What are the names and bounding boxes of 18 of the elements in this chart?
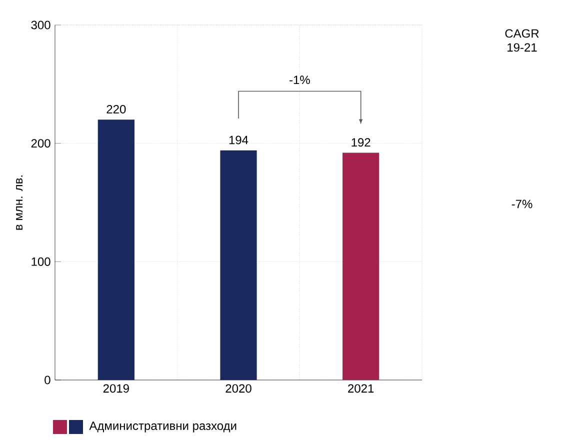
annotation: -1% <box>290 76 310 84</box>
bar <box>220 150 257 380</box>
x-tick-label: 2019 <box>103 384 129 393</box>
text: CAGR 19-21 <box>505 29 539 52</box>
y-axis-title: в млн. лв. <box>16 176 23 230</box>
data-label: 192 <box>352 138 370 147</box>
data-label: 220 <box>106 104 126 114</box>
bar <box>342 152 380 380</box>
legend-label: Административни разходи <box>89 422 236 432</box>
y-tick-label: 100 <box>32 257 50 266</box>
x-tick-label: 2021 <box>348 384 374 393</box>
x-tick-label: 2020 <box>226 384 252 393</box>
y-tick-label: 200 <box>31 139 50 148</box>
y-tick-label: 0 <box>44 376 50 384</box>
text: -7% <box>512 200 532 208</box>
bar <box>98 120 134 380</box>
data-label: 194 <box>229 136 248 144</box>
y-tick-label: 300 <box>31 20 50 30</box>
